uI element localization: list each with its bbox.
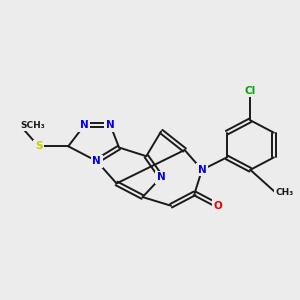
Text: N: N [80, 120, 89, 130]
Text: N: N [106, 120, 115, 130]
Text: N: N [198, 165, 206, 175]
Text: N: N [157, 172, 166, 182]
Text: N: N [92, 156, 101, 166]
Text: O: O [214, 201, 223, 211]
Text: CH₃: CH₃ [275, 188, 293, 196]
Text: Cl: Cl [245, 85, 256, 96]
Text: S: S [35, 141, 42, 151]
Text: SCH₃: SCH₃ [20, 121, 45, 130]
